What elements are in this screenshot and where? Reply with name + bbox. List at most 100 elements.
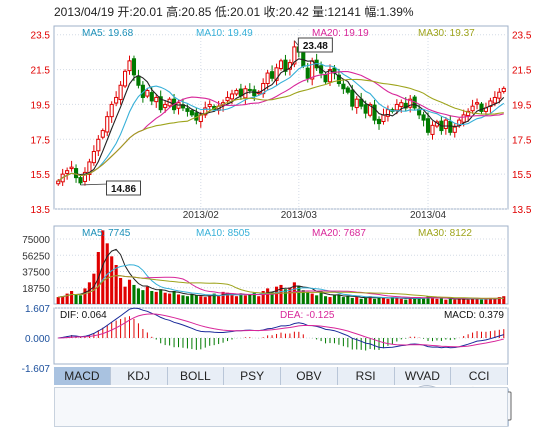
candle-body — [354, 98, 359, 109]
volume-panel: 75000 56250 37500 18750 MA5: 7745 MA10: 8505 M… — [22, 225, 509, 305]
volume-bar — [176, 294, 181, 304]
candle-body — [345, 87, 350, 93]
volume-bar — [163, 292, 167, 304]
candle-body — [274, 67, 279, 81]
volume-tick: 37500 — [22, 268, 50, 279]
dea-line — [58, 313, 504, 348]
candle-body — [109, 103, 114, 118]
candle-body — [105, 116, 110, 133]
price-tick-right: 17.5 — [512, 135, 532, 146]
volume-bar — [368, 296, 372, 304]
price-tick-right: 13.5 — [512, 205, 532, 216]
candle-body — [118, 84, 123, 101]
candle-body — [403, 102, 408, 109]
candle-body — [323, 73, 328, 83]
volume-bar — [83, 288, 87, 304]
volume-bar — [488, 297, 492, 304]
price-tick-left: 15.5 — [31, 170, 51, 181]
volume-bar — [119, 278, 123, 304]
vol-ma30-line — [58, 275, 504, 299]
candle-body — [123, 70, 128, 87]
candle-body — [368, 103, 373, 116]
volume-bar — [399, 298, 403, 304]
volume-bar — [279, 284, 283, 304]
volume-bar — [221, 291, 225, 304]
ma5-line — [57, 58, 505, 182]
candle-body — [408, 98, 413, 108]
candle-body — [497, 91, 502, 99]
overview-navigator[interactable] — [54, 387, 508, 427]
candle-body — [69, 166, 74, 170]
dea-label: DEA: -0.125 — [280, 310, 335, 321]
volume-bar — [497, 297, 501, 304]
volume-bar — [453, 299, 457, 304]
volume-bar — [261, 291, 265, 304]
candle-body — [283, 59, 288, 72]
tab-kdj[interactable]: KDJ — [110, 367, 168, 385]
volume-bar — [457, 297, 461, 304]
high-label: 23.48 — [303, 41, 328, 52]
x-tick-label: 2013/04 — [410, 210, 447, 221]
candle-body — [247, 88, 252, 91]
candle-body — [163, 103, 168, 109]
candle-body — [385, 109, 390, 117]
volume-bar — [123, 286, 127, 304]
volume-bar — [145, 286, 149, 304]
volume-bar — [430, 297, 435, 304]
volume-bar — [462, 298, 466, 304]
low-pointer — [80, 183, 109, 186]
volume-bar — [101, 230, 105, 304]
tab-obv[interactable]: OBV — [281, 367, 338, 385]
price-tick-left: 13.5 — [31, 205, 51, 216]
price-tick-right: 21.5 — [512, 66, 532, 77]
volume-bar — [181, 295, 185, 304]
volume-bar — [484, 298, 488, 304]
volume-bar — [243, 295, 247, 304]
candle-body — [265, 72, 270, 85]
tab-psy[interactable]: PSY — [224, 367, 281, 385]
candle-body — [466, 110, 471, 117]
candle-body — [185, 108, 190, 112]
volume-bar — [159, 289, 163, 304]
tab-macd[interactable]: MACD — [54, 367, 111, 385]
volume-bar — [422, 297, 426, 304]
tab-cci[interactable]: CCI — [451, 367, 508, 385]
tab-wvad[interactable]: WVAD — [394, 367, 452, 385]
ma10-line — [57, 62, 505, 182]
volume-bar — [408, 297, 412, 304]
tab-boll[interactable]: BOLL — [167, 367, 225, 385]
volume-bar — [301, 290, 305, 304]
candle-body — [56, 180, 61, 185]
candle-body — [470, 105, 475, 112]
volume-bar — [359, 298, 363, 304]
candle-body — [278, 60, 284, 70]
low-label-box — [106, 180, 142, 196]
volume-bar — [346, 296, 350, 304]
volume-tick: 75000 — [22, 235, 50, 246]
candle-body — [430, 124, 435, 135]
volume-bar — [332, 295, 337, 304]
candle-body — [394, 103, 399, 111]
volume-bar — [448, 298, 452, 304]
volume-bar — [444, 299, 448, 304]
volume-bar — [404, 299, 408, 304]
volume-bar — [132, 284, 136, 304]
candle-body — [91, 150, 96, 164]
volume-bar — [248, 294, 252, 304]
candle-body — [310, 60, 315, 80]
candle-body — [225, 96, 230, 102]
tab-rsi[interactable]: RSI — [337, 367, 395, 385]
x-tick-label: 2013/02 — [183, 210, 220, 221]
candle-body — [474, 102, 480, 105]
volume-bar — [323, 296, 328, 304]
volume-bar — [234, 296, 239, 304]
volume-bar — [306, 291, 310, 304]
candle-body — [114, 96, 119, 104]
indicator-tabs: MACD KDJ BOLL PSY OBV RSI WVAD CCI — [54, 367, 508, 385]
volume-bar — [110, 256, 114, 304]
candle-body — [305, 67, 310, 79]
volume-bar — [426, 296, 430, 304]
volume-bar — [61, 296, 65, 304]
volume-bar — [377, 297, 381, 304]
candle-body — [292, 46, 297, 65]
